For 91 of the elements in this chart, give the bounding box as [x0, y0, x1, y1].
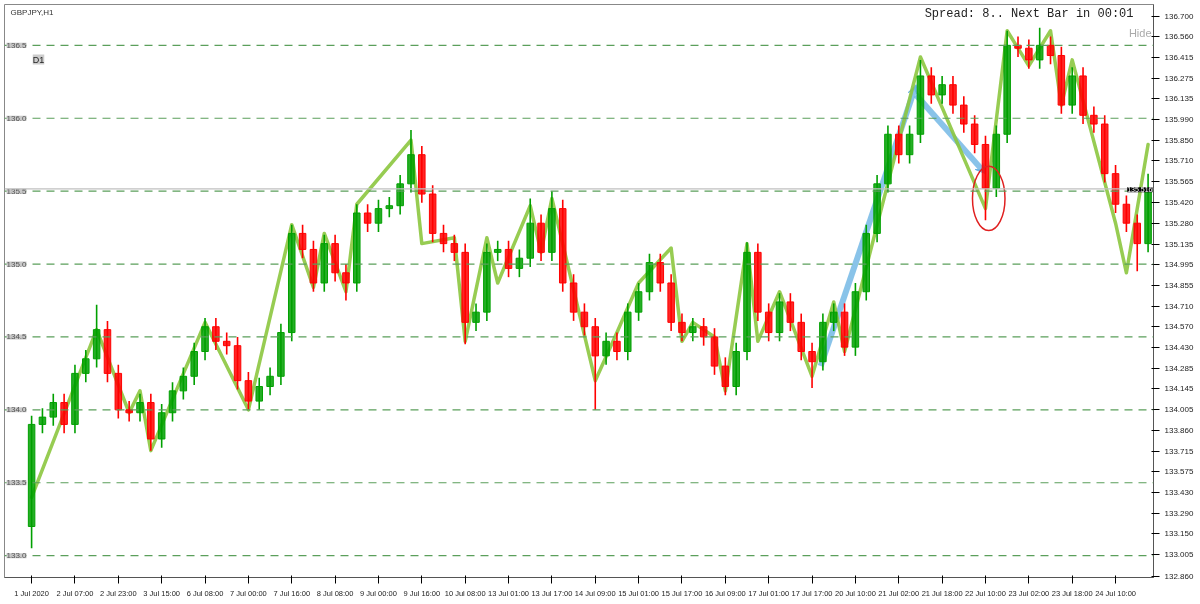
- annotation: Spread: 8.. Next Bar in 00:01: [924, 6, 1134, 21]
- y-tick-label: 136.135: [1164, 94, 1194, 104]
- candlestick: [699, 317, 708, 347]
- candlestick: [602, 331, 610, 366]
- y-tick-label: 135.280: [1164, 218, 1194, 228]
- candlestick: [515, 248, 524, 278]
- candlestick: [938, 75, 946, 105]
- y-tick-label: 133.290: [1164, 508, 1194, 518]
- candlestick: [613, 331, 621, 362]
- candlestick: [764, 302, 773, 343]
- y-tick-label: 134.570: [1164, 322, 1194, 332]
- candlestick: [960, 95, 968, 134]
- ref-line-label: 133.5: [6, 478, 28, 488]
- candlestick: [927, 66, 936, 105]
- annotation: Hide: [1128, 26, 1152, 39]
- annotation: D1: [32, 54, 45, 65]
- candlestick: [38, 407, 47, 434]
- candlestick: [179, 366, 188, 401]
- y-tick-label: 135.850: [1164, 135, 1194, 145]
- candlestick: [808, 341, 816, 389]
- candlestick: [504, 239, 513, 278]
- y-tick-label: 135.710: [1164, 156, 1194, 166]
- candlestick: [1090, 105, 1098, 134]
- candlestick: [385, 196, 394, 219]
- candlestick: [168, 381, 177, 423]
- y-tick-label: 136.560: [1164, 32, 1194, 42]
- candlestick: [1133, 213, 1141, 273]
- candlestick: [656, 253, 665, 293]
- candlestick: [949, 75, 957, 115]
- ref-line-label: 136.0: [6, 113, 28, 123]
- y-tick-label: 136.700: [1164, 11, 1194, 21]
- candlestick: [1122, 194, 1131, 233]
- candlestick: [721, 356, 730, 397]
- candlestick: [244, 371, 253, 411]
- y-tick-label: 136.415: [1164, 53, 1194, 63]
- candlestick: [125, 400, 133, 423]
- y-tick-label: 132.860: [1164, 571, 1194, 581]
- candlestick: [634, 282, 643, 322]
- candlestick: [450, 234, 459, 262]
- ref-line-label: 134.5: [6, 332, 28, 342]
- candlestick: [363, 203, 372, 233]
- candlestick: [970, 114, 979, 155]
- candlestick: [396, 174, 404, 216]
- candlestick: [212, 317, 220, 351]
- candlestick: [895, 124, 903, 165]
- candlestick: [905, 124, 914, 165]
- ref-line-label: 135.0: [6, 259, 28, 269]
- y-tick-label: 133.005: [1164, 550, 1194, 560]
- y-tick-label: 136.275: [1164, 73, 1194, 83]
- y-tick-label: 135.990: [1164, 115, 1194, 125]
- candlestick: [298, 223, 307, 259]
- candlestick: [829, 302, 838, 332]
- candlestick: [374, 199, 383, 233]
- candlestick: [472, 302, 480, 332]
- y-tick-label: 134.430: [1164, 342, 1194, 352]
- candlestick: [342, 263, 350, 302]
- y-tick-label: 134.855: [1164, 280, 1194, 290]
- y-tick-label: 134.710: [1164, 301, 1194, 311]
- y-tick-label: 133.575: [1164, 467, 1194, 477]
- y-tick-label: 134.285: [1164, 363, 1194, 373]
- candlestick: [1025, 38, 1033, 70]
- y-tick-label: 134.145: [1164, 384, 1194, 394]
- y-tick-label: 133.150: [1164, 529, 1194, 539]
- candlestick: [1035, 27, 1044, 70]
- candlestick: [1046, 35, 1055, 66]
- y-tick-label: 133.715: [1164, 446, 1194, 456]
- candlestick: [678, 312, 686, 343]
- ref-line-label: 136.5: [6, 40, 28, 50]
- candlestick: [580, 302, 589, 337]
- candlestick: [493, 239, 502, 262]
- y-tick-label: 135.420: [1164, 198, 1194, 208]
- y-tick-label: 133.430: [1164, 488, 1194, 498]
- candlestick: [255, 376, 263, 411]
- candlestick: [222, 331, 231, 356]
- ref-line-label: 135.5: [6, 186, 28, 196]
- y-tick-label: 134.995: [1164, 260, 1194, 270]
- candlestick: [82, 349, 90, 383]
- ref-line-label: 134.0: [6, 405, 28, 415]
- chart-title: GBPJPY,H1: [10, 7, 55, 17]
- candlestick: [786, 292, 795, 332]
- y-tick-label: 133.860: [1164, 425, 1194, 435]
- candlestick: [60, 392, 68, 434]
- candlestick: [49, 392, 58, 427]
- candlestick: [439, 223, 448, 254]
- ref-line-label: 133.0: [6, 551, 28, 561]
- candlestick: [136, 392, 144, 423]
- y-tick-label: 135.135: [1164, 239, 1194, 249]
- y-tick-label: 135.565: [1164, 177, 1194, 187]
- y-tick-label: 134.005: [1164, 404, 1194, 414]
- candlestick: [266, 366, 274, 397]
- candlestick: [689, 317, 697, 343]
